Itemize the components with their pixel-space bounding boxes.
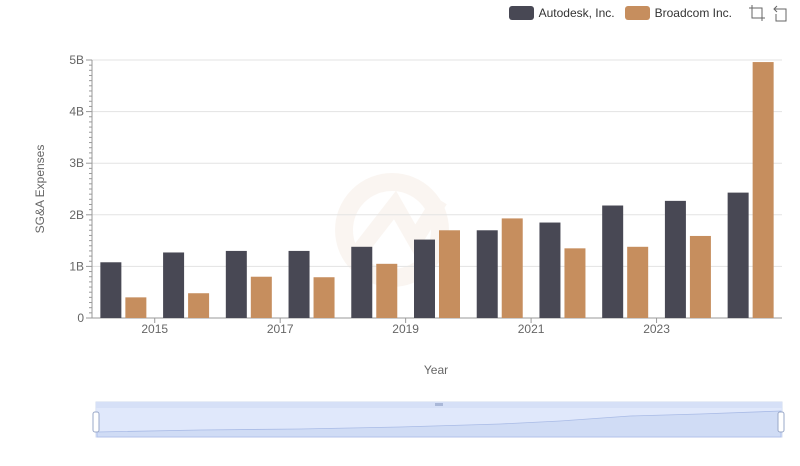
bars	[100, 62, 774, 319]
bar-broadcom-2020[interactable]	[501, 218, 523, 318]
bar-autodesk-2015[interactable]	[163, 252, 185, 318]
legend-label-broadcom: Broadcom Inc.	[654, 6, 732, 20]
slider-grip[interactable]	[435, 403, 443, 406]
x-axis: 2015 2017 2019 2021 2023	[92, 317, 782, 336]
restore-icon[interactable]	[772, 4, 790, 22]
bar-broadcom-2018[interactable]	[376, 263, 398, 318]
y-tick-label: 2B	[69, 208, 84, 222]
y-tick-label: 1B	[69, 259, 84, 273]
y-axis-title: SG&A Expenses	[33, 145, 47, 234]
bar-autodesk-2023[interactable]	[664, 200, 686, 318]
zoom-icon[interactable]	[748, 4, 766, 22]
bar-broadcom-2017[interactable]	[313, 277, 335, 318]
legend-swatch-broadcom	[624, 6, 650, 20]
y-tick-label: 4B	[69, 105, 84, 119]
bar-broadcom-2014[interactable]	[125, 297, 147, 318]
x-tick-label: 2017	[267, 322, 294, 336]
x-tick-label: 2023	[643, 322, 670, 336]
bar-broadcom-2016[interactable]	[250, 276, 272, 318]
x-tick-label: 2021	[518, 322, 545, 336]
bar-broadcom-2024[interactable]	[752, 62, 774, 319]
y-axis: 0 1B 2B 3B 4B 5B	[69, 53, 93, 325]
bar-broadcom-2022[interactable]	[627, 246, 649, 318]
bar-autodesk-2018[interactable]	[351, 246, 373, 318]
x-tick-label: 2019	[392, 322, 419, 336]
y-tick-label: 3B	[69, 156, 84, 170]
bar-autodesk-2020[interactable]	[476, 230, 498, 318]
legend-item-broadcom[interactable]: Broadcom Inc.	[624, 6, 732, 20]
y-tick-label: 0	[77, 311, 84, 325]
bar-broadcom-2015[interactable]	[188, 293, 210, 318]
x-axis-title: Year	[424, 363, 448, 377]
slider-handle-left[interactable]	[92, 411, 100, 433]
bar-broadcom-2021[interactable]	[564, 248, 586, 318]
legend-label-autodesk: Autodesk, Inc.	[538, 6, 615, 20]
bar-autodesk-2017[interactable]	[288, 250, 310, 318]
bar-autodesk-2014[interactable]	[100, 262, 122, 318]
legend-swatch-autodesk	[508, 6, 534, 20]
x-tick-label: 2015	[141, 322, 168, 336]
legend: Autodesk, Inc. Broadcom Inc.	[508, 4, 790, 22]
slider-handle-right[interactable]	[777, 411, 785, 433]
bar-autodesk-2016[interactable]	[225, 250, 247, 318]
y-tick-label: 5B	[69, 53, 84, 67]
bar-autodesk-2019[interactable]	[414, 239, 435, 318]
slider-shadow-area	[96, 410, 782, 438]
data-zoom-slider[interactable]	[92, 401, 785, 438]
bar-autodesk-2022[interactable]	[602, 205, 624, 318]
bar-broadcom-2023[interactable]	[689, 235, 711, 318]
bar-autodesk-2024[interactable]	[727, 192, 749, 318]
bar-broadcom-2019[interactable]	[439, 230, 460, 318]
legend-item-autodesk[interactable]: Autodesk, Inc.	[508, 6, 615, 20]
bar-autodesk-2021[interactable]	[539, 222, 561, 318]
